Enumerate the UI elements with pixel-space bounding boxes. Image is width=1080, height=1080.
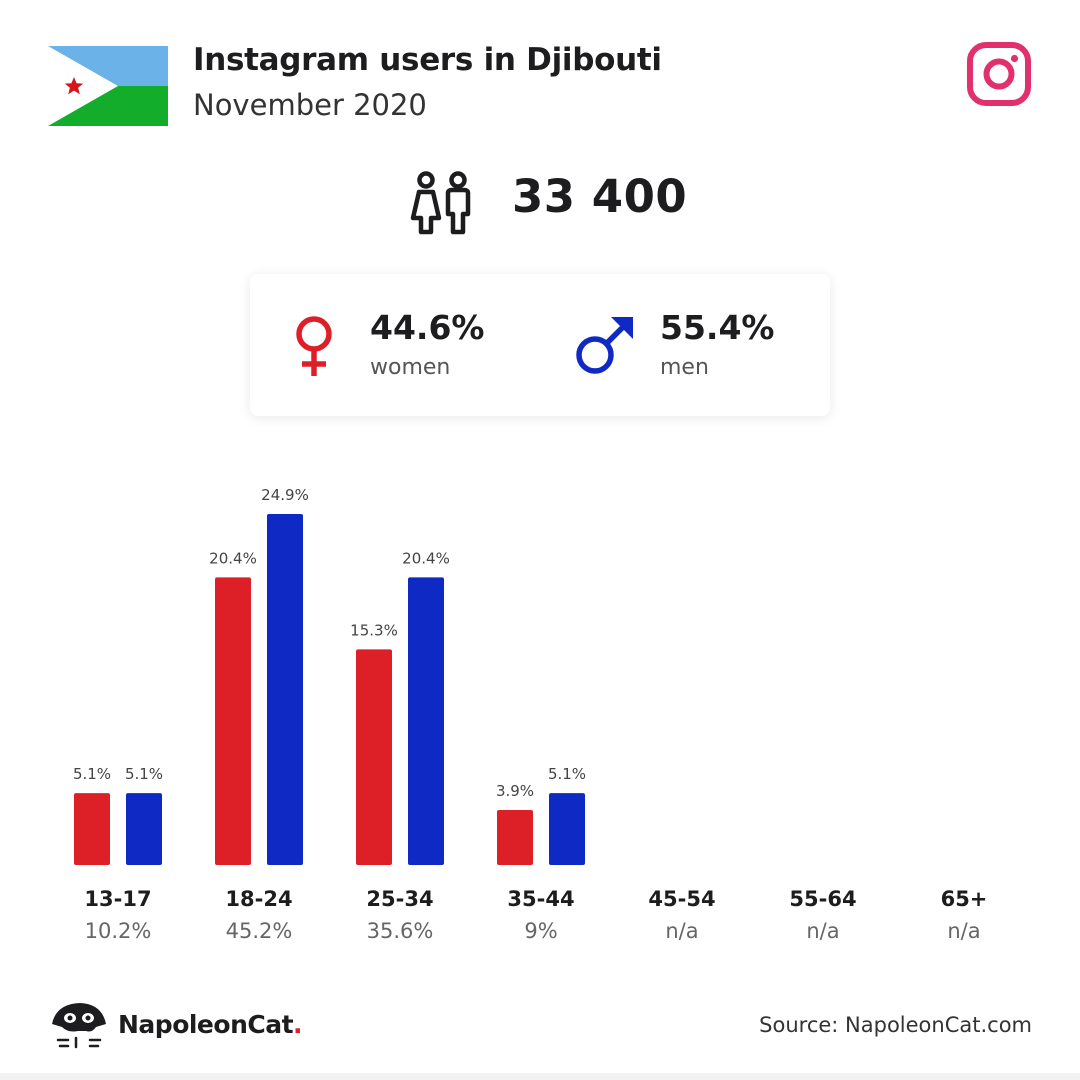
age-group-label: 65+ xyxy=(941,887,988,911)
bar-men-18-24 xyxy=(267,514,303,865)
women-label: women xyxy=(370,355,451,380)
age-group-label: 13-17 xyxy=(84,887,151,911)
bottom-band xyxy=(0,1073,1080,1080)
women-percentage: 44.6% xyxy=(370,308,485,347)
bar-label-women-13-17: 5.1% xyxy=(73,765,111,783)
age-group-label: 25-34 xyxy=(366,887,433,911)
bar-women-18-24 xyxy=(215,577,251,865)
bar-women-25-34 xyxy=(356,649,392,865)
age-group-total: 9% xyxy=(524,919,557,943)
bar-men-25-34 xyxy=(408,577,444,865)
age-group-total: n/a xyxy=(806,919,839,943)
page-title: Instagram users in Djibouti xyxy=(193,42,662,78)
bar-label-men-25-34: 20.4% xyxy=(402,549,450,567)
bar-label-women-35-44: 3.9% xyxy=(496,782,534,800)
people-icon xyxy=(410,171,471,235)
age-group-label: 55-64 xyxy=(789,887,856,911)
male-symbol-icon xyxy=(576,317,633,374)
brand-name: NapoleonCat. xyxy=(118,1010,303,1039)
brand-dot: . xyxy=(293,1010,303,1039)
brand-name-text: NapoleonCat xyxy=(118,1010,294,1039)
age-group-total: n/a xyxy=(665,919,698,943)
djibouti-flag-icon xyxy=(48,46,168,126)
bar-label-men-35-44: 5.1% xyxy=(548,765,586,783)
age-group-label: 35-44 xyxy=(507,887,574,911)
bar-label-women-18-24: 20.4% xyxy=(209,549,257,567)
men-percentage: 55.4% xyxy=(660,308,775,347)
age-group-total: 35.6% xyxy=(367,919,434,943)
page-subtitle: November 2020 xyxy=(193,88,427,122)
gender-split-card xyxy=(250,274,830,416)
age-gender-bar-chart: 5.1% 5.1% 13-17 10.2% 20.4% 24.9% 18-24 45.2% 15… xyxy=(73,486,988,943)
bar-women-13-17 xyxy=(74,793,110,865)
bar-label-men-18-24: 24.9% xyxy=(261,486,309,504)
bar-men-35-44 xyxy=(549,793,585,865)
bar-women-35-44 xyxy=(497,810,533,865)
age-group-total: n/a xyxy=(947,919,980,943)
men-label: men xyxy=(660,355,709,380)
total-users-value: 33 400 xyxy=(512,170,688,223)
age-group-label: 18-24 xyxy=(225,887,292,911)
instagram-icon xyxy=(967,42,1031,106)
source-credit: Source: NapoleonCat.com xyxy=(759,1013,1032,1037)
bar-label-men-13-17: 5.1% xyxy=(125,765,163,783)
napoleoncat-logo-icon xyxy=(52,1003,106,1049)
age-group-total: 10.2% xyxy=(85,919,152,943)
bar-men-13-17 xyxy=(126,793,162,865)
age-group-label: 45-54 xyxy=(648,887,715,911)
bar-label-women-25-34: 15.3% xyxy=(350,621,398,639)
female-symbol-icon xyxy=(296,316,332,376)
age-group-total: 45.2% xyxy=(226,919,293,943)
